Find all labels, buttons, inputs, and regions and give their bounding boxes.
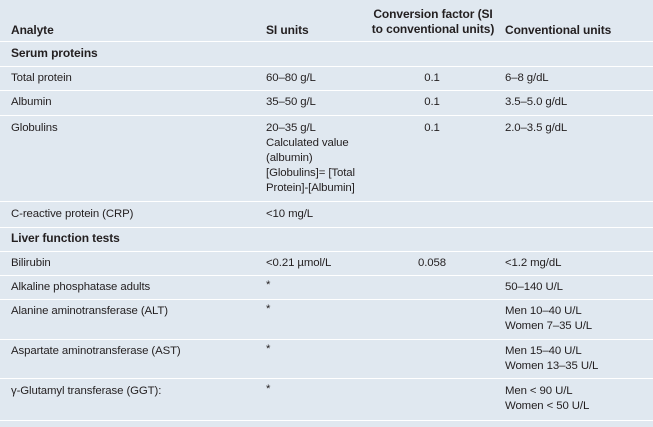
analyte-bilirubin: Bilirubin bbox=[11, 257, 51, 269]
header-conventional-units: Conventional units bbox=[505, 23, 612, 37]
header-analyte: Analyte bbox=[11, 23, 54, 37]
factor-total-protein: 0.1 bbox=[424, 72, 440, 84]
row-divider bbox=[0, 227, 653, 228]
row-divider bbox=[0, 201, 653, 202]
row-divider bbox=[0, 66, 653, 67]
si-bilirubin: <0.21 µmol/L bbox=[266, 257, 332, 269]
conv-bilirubin: <1.2 mg/dL bbox=[505, 257, 562, 269]
row-divider bbox=[0, 339, 653, 340]
conv-alt-women: Women 7–35 U/L bbox=[505, 320, 593, 332]
conv-total-protein: 6–8 g/dL bbox=[505, 72, 549, 84]
row-divider bbox=[0, 251, 653, 252]
header-conversion-line1: Conversion factor (SI bbox=[373, 7, 493, 21]
header-si-units: SI units bbox=[266, 23, 309, 37]
si-total-protein: 60–80 g/L bbox=[266, 72, 316, 84]
row-divider bbox=[0, 275, 653, 276]
row-divider bbox=[0, 378, 653, 379]
si-crp: <10 mg/L bbox=[266, 208, 314, 220]
section-title-serum-proteins: Serum proteins bbox=[11, 46, 98, 60]
si-globulins-line4: [Globulins]= [Total bbox=[266, 167, 355, 179]
section-title-liver-function-tests: Liver function tests bbox=[11, 231, 120, 245]
analyte-ast: Aspartate aminotransferase (AST) bbox=[11, 345, 181, 357]
analyte-alkaline-phosphatase: Alkaline phosphatase adults bbox=[11, 281, 151, 293]
row-divider bbox=[0, 115, 653, 116]
factor-albumin: 0.1 bbox=[424, 96, 440, 108]
si-globulins-line3: (albumin) bbox=[266, 152, 313, 164]
si-globulins-line2: Calculated value bbox=[266, 137, 349, 149]
conv-ast-men: Men 15–40 U/L bbox=[505, 345, 582, 357]
conv-ggt-women: Women < 50 U/L bbox=[505, 400, 590, 412]
row-divider bbox=[0, 299, 653, 300]
factor-globulins: 0.1 bbox=[424, 122, 440, 134]
row-divider bbox=[0, 90, 653, 91]
analyte-globulins: Globulins bbox=[11, 122, 58, 134]
conv-alt-men: Men 10–40 U/L bbox=[505, 305, 582, 317]
conv-ast-women: Women 13–35 U/L bbox=[505, 360, 599, 372]
analyte-alt: Alanine aminotransferase (ALT) bbox=[11, 305, 168, 317]
conv-globulins: 2.0–3.5 g/dL bbox=[505, 122, 568, 134]
si-ggt: * bbox=[266, 383, 271, 395]
conv-alkaline-phosphatase: 50–140 U/L bbox=[505, 281, 563, 293]
analyte-ggt: γ-Glutamyl transferase (GGT): bbox=[11, 385, 162, 397]
si-albumin: 35–50 g/L bbox=[266, 96, 316, 108]
header-divider bbox=[0, 41, 653, 42]
header-conversion-line2: to conventional units) bbox=[371, 22, 495, 36]
si-alkaline-phosphatase: * bbox=[266, 279, 271, 291]
si-ast: * bbox=[266, 343, 271, 355]
conv-ggt-men: Men < 90 U/L bbox=[505, 385, 573, 397]
conv-albumin: 3.5–5.0 g/dL bbox=[505, 96, 568, 108]
analyte-total-protein: Total protein bbox=[11, 72, 72, 84]
analyte-crp: C-reactive protein (CRP) bbox=[11, 208, 134, 220]
si-globulins-line1: 20–35 g/L bbox=[266, 122, 316, 134]
factor-bilirubin: 0.058 bbox=[417, 257, 446, 269]
table-bottom-divider bbox=[0, 420, 653, 421]
si-globulins-line5: Protein]-[Albumin] bbox=[266, 182, 355, 194]
si-alt: * bbox=[266, 303, 271, 315]
analyte-albumin: Albumin bbox=[11, 96, 52, 108]
